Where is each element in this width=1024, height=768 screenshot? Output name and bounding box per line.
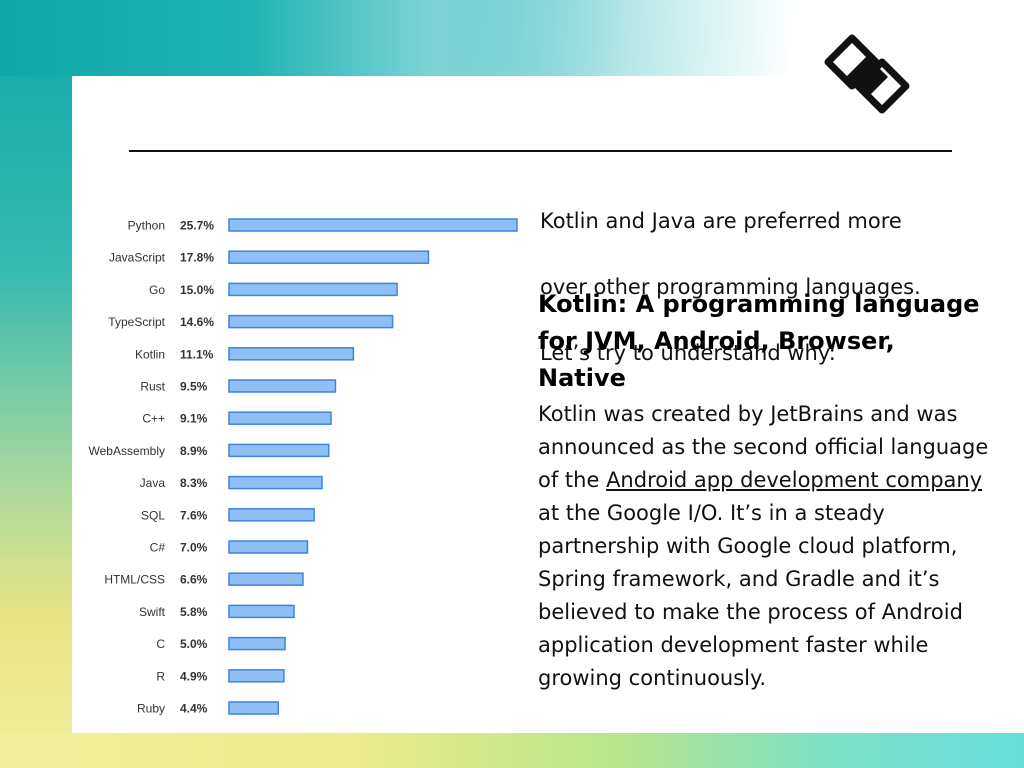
- category-label: R: [156, 669, 165, 683]
- value-label: 15.0%: [180, 283, 214, 297]
- background-left-gradient: [0, 0, 75, 768]
- bar: [228, 508, 315, 522]
- category-label: Rust: [140, 380, 165, 394]
- value-label: 14.6%: [180, 315, 214, 329]
- divider-line: [129, 150, 952, 152]
- bar: [228, 282, 398, 297]
- intro-text: Kotlin and Java are preferred more over …: [540, 172, 980, 403]
- bar: [228, 540, 309, 554]
- category-label: Ruby: [137, 702, 165, 716]
- bar: [228, 250, 430, 264]
- intro-line-2: over other programming languages.: [540, 275, 921, 299]
- value-label: 9.1%: [180, 412, 208, 426]
- bar: [228, 669, 285, 683]
- category-label: Java: [140, 476, 166, 490]
- value-label: 17.8%: [180, 251, 214, 265]
- bar: [228, 379, 337, 393]
- section-heading: Kotlin: A programming language for JVM, …: [538, 290, 980, 392]
- category-label: Python: [128, 219, 165, 233]
- bar: [228, 347, 355, 361]
- value-label: 5.0%: [180, 637, 208, 651]
- value-label: 7.0%: [180, 541, 208, 555]
- category-label: C: [156, 637, 165, 651]
- diamond-logo-icon: [824, 34, 910, 114]
- language-bar-chart: Python 25.7% JavaScript 17.8% Go 15.0% TypeScr…: [89, 218, 518, 716]
- body-text-after-link: at the Google I/O. It’s in a steady part…: [538, 501, 963, 690]
- body-text-before-link: Kotlin was created by JetBrains and was …: [538, 402, 989, 492]
- category-label: TypeScript: [108, 315, 165, 329]
- category-label: Swift: [139, 605, 166, 619]
- bar: [228, 572, 304, 586]
- value-label: 11.1%: [180, 347, 214, 361]
- category-label: JavaScript: [109, 251, 166, 265]
- bar: [228, 218, 518, 232]
- background-top-gradient: [0, 0, 620, 76]
- bar: [228, 701, 280, 715]
- value-label: 25.7%: [180, 219, 214, 233]
- value-label: 4.9%: [180, 669, 208, 683]
- value-label: 6.6%: [180, 573, 208, 587]
- value-label: 8.9%: [180, 444, 208, 458]
- value-label: 4.4%: [180, 702, 208, 716]
- section-body: Kotlin was created by JetBrains and was …: [538, 398, 998, 695]
- bar: [228, 443, 330, 458]
- bar: [228, 314, 394, 329]
- value-label: 5.8%: [180, 605, 208, 619]
- category-label: C++: [142, 412, 165, 426]
- intro-line-3: Let’s try to understand why:: [540, 341, 836, 365]
- background-bottom-gradient: [0, 733, 1024, 768]
- bar: [228, 475, 323, 490]
- category-label: WebAssembly: [89, 444, 165, 458]
- intro-line-1: Kotlin and Java are preferred more: [540, 209, 902, 233]
- category-label: C#: [150, 541, 166, 555]
- bar: [228, 636, 286, 651]
- value-label: 8.3%: [180, 476, 208, 490]
- category-label: HTML/CSS: [104, 573, 165, 587]
- category-label: Kotlin: [135, 347, 165, 361]
- value-label: 9.5%: [180, 380, 208, 394]
- value-label: 7.6%: [180, 508, 208, 522]
- content-card: [72, 76, 1024, 733]
- bar: [228, 411, 332, 425]
- category-label: SQL: [141, 508, 165, 522]
- category-label: Go: [149, 283, 165, 297]
- android-app-development-link[interactable]: Android app development company: [606, 468, 983, 492]
- bar: [228, 604, 295, 619]
